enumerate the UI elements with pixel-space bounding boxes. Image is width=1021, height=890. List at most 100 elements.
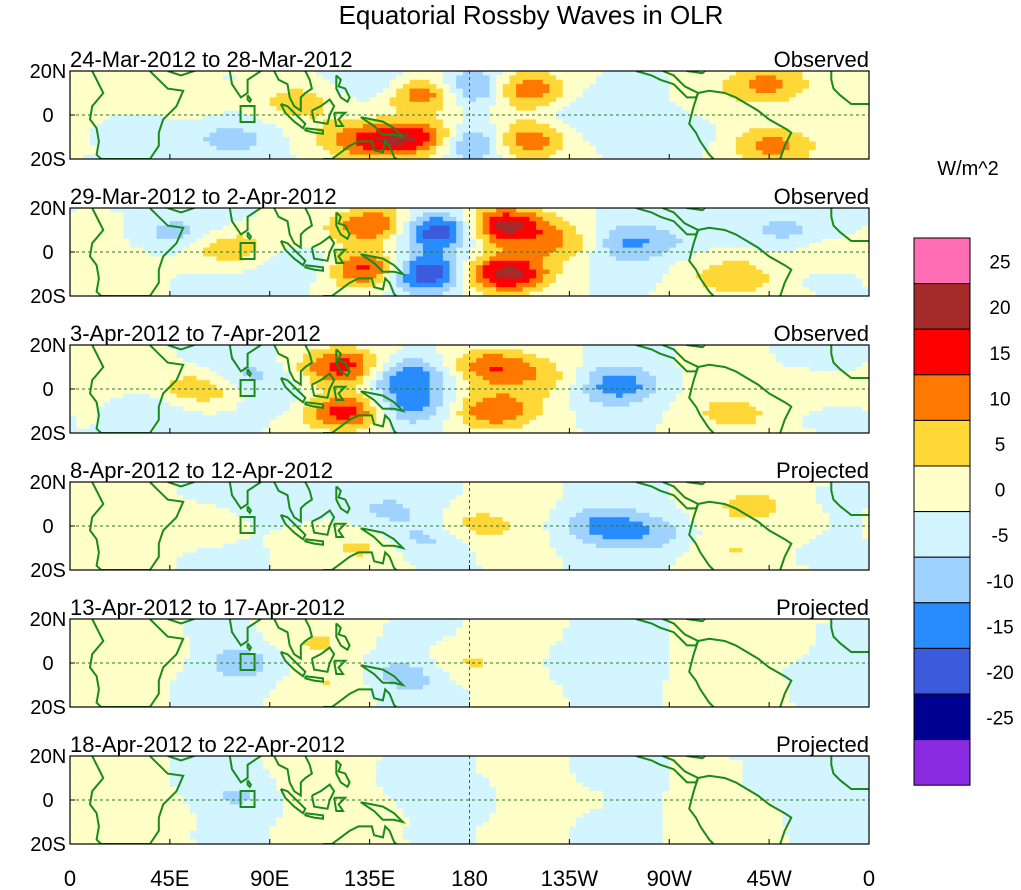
field-cell xyxy=(209,71,218,76)
field-cell xyxy=(96,137,104,142)
field-cell xyxy=(70,230,78,235)
field-cell xyxy=(502,225,511,231)
field-cell xyxy=(462,115,471,120)
field-cell xyxy=(223,115,231,120)
field-cell xyxy=(256,154,264,159)
field-cell xyxy=(802,269,810,275)
field-cell xyxy=(815,110,823,116)
coastline xyxy=(227,208,264,236)
field-cell xyxy=(189,256,198,262)
field-cell xyxy=(116,84,124,90)
field-cell xyxy=(169,84,178,90)
field-cell xyxy=(349,88,357,94)
field-cell xyxy=(342,269,351,275)
field-cell xyxy=(762,119,770,125)
field-cell xyxy=(655,252,664,257)
field-cell xyxy=(70,119,78,125)
field-cell xyxy=(296,247,304,253)
field-cell xyxy=(176,141,184,147)
field-cell xyxy=(356,145,364,151)
field-cell xyxy=(283,291,291,296)
field-cell xyxy=(416,256,424,262)
field-cell xyxy=(649,97,657,103)
field-cell xyxy=(163,282,171,288)
field-cell xyxy=(529,243,537,249)
field-cell xyxy=(602,75,610,81)
field-cell xyxy=(389,110,397,116)
field-cell xyxy=(462,256,471,262)
field-cell xyxy=(96,132,104,138)
field-cell xyxy=(189,141,198,147)
field-cell xyxy=(529,71,537,76)
field-cell xyxy=(529,238,537,244)
field-cell xyxy=(469,243,477,249)
field-cell xyxy=(789,274,797,279)
field-cell xyxy=(629,93,637,98)
field-cell xyxy=(596,208,604,213)
field-cell xyxy=(196,225,204,231)
field-cell xyxy=(203,79,211,85)
field-cell xyxy=(609,97,617,103)
field-cell xyxy=(709,79,717,85)
field-cell xyxy=(769,247,777,253)
field-cell xyxy=(815,137,823,142)
field-cell xyxy=(349,150,357,156)
field-cell xyxy=(682,208,690,213)
field-cell xyxy=(89,260,98,266)
field-cell xyxy=(629,287,637,293)
field-cell xyxy=(183,265,191,271)
field-cell xyxy=(729,84,737,90)
field-cell xyxy=(216,234,224,240)
field-cell xyxy=(762,282,770,288)
field-cell xyxy=(349,345,357,350)
field-cell xyxy=(382,84,391,90)
field-cell xyxy=(236,274,244,279)
field-cell xyxy=(542,278,550,284)
field-cell xyxy=(795,287,804,293)
field-cell xyxy=(695,128,704,134)
field-cell xyxy=(675,282,684,288)
field-cell xyxy=(316,282,324,288)
field-cell xyxy=(362,269,371,275)
field-cell xyxy=(429,132,437,138)
field-cell xyxy=(209,115,218,120)
field-cell xyxy=(502,287,511,293)
field-cell xyxy=(602,84,610,90)
field-cell xyxy=(243,71,251,76)
field-cell xyxy=(675,260,684,266)
field-cell xyxy=(602,256,610,262)
field-cell xyxy=(502,216,511,222)
field-cell xyxy=(316,154,324,159)
field-cell xyxy=(842,282,850,288)
field-cell xyxy=(782,345,790,350)
field-cell xyxy=(149,84,158,90)
field-cell xyxy=(509,282,517,288)
field-cell xyxy=(596,101,604,107)
field-cell xyxy=(203,154,211,159)
field-cell xyxy=(576,101,584,107)
field-cell xyxy=(249,278,258,284)
field-cell xyxy=(749,282,757,288)
field-cell xyxy=(775,243,784,249)
field-cell xyxy=(76,132,84,138)
field-cell xyxy=(556,234,564,240)
field-cell xyxy=(702,75,710,81)
field-cell xyxy=(642,110,650,116)
field-cell xyxy=(143,287,151,293)
field-cell xyxy=(849,208,857,213)
field-cell xyxy=(276,150,284,156)
field-cell xyxy=(722,208,730,213)
field-cell xyxy=(342,154,351,159)
field-cell xyxy=(196,88,204,94)
field-cell xyxy=(409,97,417,103)
field-cell xyxy=(176,75,184,81)
field-cell xyxy=(89,216,98,222)
field-cell xyxy=(662,101,670,107)
field-cell xyxy=(755,71,764,76)
field-cell xyxy=(183,145,191,151)
field-cell xyxy=(223,119,231,125)
field-cell xyxy=(695,234,704,240)
field-cell xyxy=(203,274,211,279)
field-cell xyxy=(662,269,670,275)
field-cell xyxy=(762,234,770,240)
